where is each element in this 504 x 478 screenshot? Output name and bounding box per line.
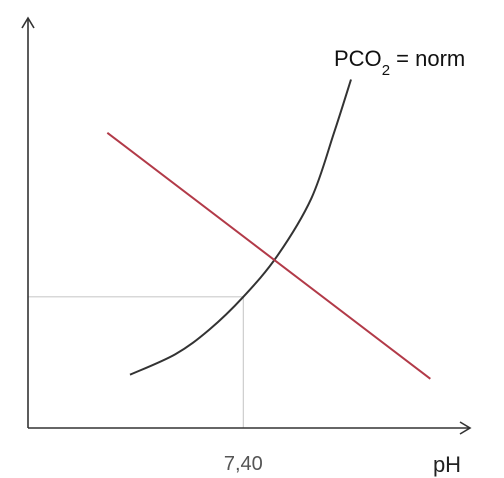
- series-label-pco2: PCO2 = norm: [334, 46, 465, 79]
- series-pco2-normal-curve: [129, 79, 352, 376]
- y-axis-arrow: [21, 16, 35, 29]
- x-tick-label: 7,40: [224, 453, 263, 475]
- series-label-suffix: = norm: [390, 46, 465, 71]
- series-red-line: [106, 132, 431, 380]
- series-label-subscript: 2: [382, 62, 390, 79]
- x-axis-label: pH: [433, 452, 461, 477]
- x-axis-arrow: [459, 421, 472, 435]
- series-label-prefix: PCO: [334, 46, 382, 71]
